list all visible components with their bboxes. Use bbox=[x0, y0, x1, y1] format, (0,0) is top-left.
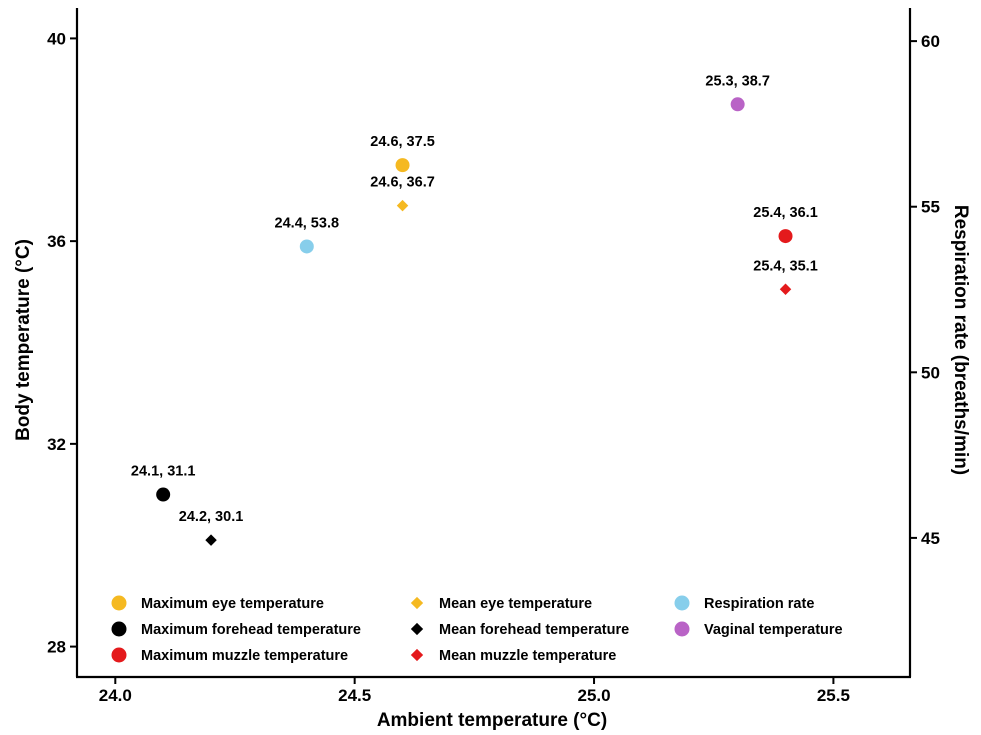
data-point bbox=[779, 283, 792, 296]
data-label: 25.4, 36.1 bbox=[753, 205, 818, 221]
legend-marker bbox=[111, 647, 127, 663]
legend-item-label: Mean muzzle temperature bbox=[439, 648, 616, 664]
legend: Maximum eye temperature Maximum forehead … bbox=[111, 595, 843, 664]
legend-item-label: Respiration rate bbox=[704, 596, 814, 612]
legend-marker bbox=[111, 595, 127, 611]
legend-marker bbox=[674, 595, 690, 611]
data-point bbox=[778, 229, 793, 244]
data-points bbox=[156, 97, 793, 546]
y2-axis-title: Respiration rate (breaths/min) bbox=[950, 205, 971, 475]
legend-marker bbox=[410, 648, 424, 662]
x-tick-label: 24.5 bbox=[338, 686, 371, 705]
x-tick-label: 24.0 bbox=[99, 686, 132, 705]
data-label: 24.6, 36.7 bbox=[370, 175, 435, 191]
legend-item-label: Mean forehead temperature bbox=[439, 622, 629, 638]
data-labels: 24.6, 37.5 24.1, 31.1 25.4, 36.1 24.6, 36.7… bbox=[131, 73, 818, 525]
legend-item-label: Vaginal temperature bbox=[704, 622, 843, 638]
legend-marker bbox=[410, 622, 424, 636]
data-label: 24.4, 53.8 bbox=[275, 215, 340, 231]
legend-item-label: Maximum muzzle temperature bbox=[141, 648, 348, 664]
y2-tick-label: 45 bbox=[921, 529, 940, 548]
y-tick-label: 36 bbox=[47, 232, 66, 251]
data-point bbox=[156, 487, 171, 502]
data-point bbox=[299, 239, 314, 254]
y-tick-label: 28 bbox=[47, 638, 66, 657]
data-point bbox=[396, 199, 409, 212]
data-point bbox=[395, 158, 410, 173]
data-label: 24.6, 37.5 bbox=[370, 134, 435, 150]
axes: 24.0 24.5 25.0 25.5 28 32 36 40 45 50 55 60 bbox=[47, 8, 940, 705]
x-tick-label: 25.5 bbox=[817, 686, 850, 705]
x-axis-title: Ambient temperature (°C) bbox=[377, 710, 607, 731]
data-label: 25.3, 38.7 bbox=[705, 73, 770, 89]
data-label: 25.4, 35.1 bbox=[753, 258, 818, 274]
legend-marker bbox=[111, 621, 127, 637]
legend-item-label: Mean eye temperature bbox=[439, 596, 592, 612]
data-point bbox=[205, 534, 217, 546]
legend-marker bbox=[410, 596, 424, 610]
data-point bbox=[730, 97, 745, 112]
legend-item-label: Maximum forehead temperature bbox=[141, 622, 361, 638]
y-axis-title: Body temperature (°C) bbox=[13, 239, 34, 441]
y2-tick-label: 50 bbox=[921, 363, 940, 382]
data-label: 24.1, 31.1 bbox=[131, 464, 196, 480]
data-label: 24.2, 30.1 bbox=[179, 509, 244, 525]
y2-tick-label: 55 bbox=[921, 198, 940, 217]
y2-tick-label: 60 bbox=[921, 32, 940, 51]
x-tick-label: 25.0 bbox=[577, 686, 610, 705]
legend-item-label: Maximum eye temperature bbox=[141, 596, 324, 612]
legend-marker bbox=[674, 621, 690, 637]
y-tick-label: 40 bbox=[47, 29, 66, 48]
y-tick-label: 32 bbox=[47, 435, 66, 454]
